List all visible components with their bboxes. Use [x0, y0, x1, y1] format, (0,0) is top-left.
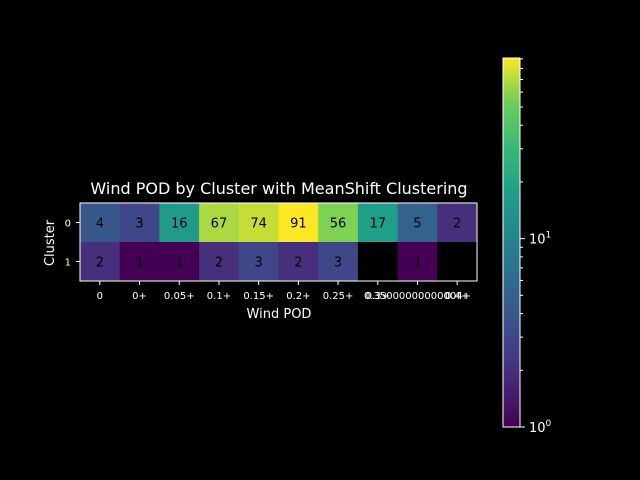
cell-value-label: 17 — [369, 217, 386, 232]
colorbar-gradient — [502, 57, 521, 428]
cell-value-label: 3 — [255, 256, 263, 271]
heatmap-cell — [159, 242, 200, 282]
cell-value-label: 2 — [294, 256, 302, 271]
heatmap-cell — [318, 242, 359, 282]
heatmap-cells: 4 3 16 67 74 91 56 17 5 2 2 1 1 2 3 2 3 1 — [80, 203, 478, 282]
heatmap-cell — [238, 242, 279, 282]
heatmap-cell — [437, 203, 478, 243]
x-tick-label: 0.35000000000004+ — [364, 291, 471, 302]
x-tick-label: 0.2+ — [286, 291, 310, 302]
cell-value-label: 3 — [135, 217, 143, 232]
y-axis-label: Cluster — [43, 219, 58, 266]
heatmap-cell — [119, 203, 160, 243]
x-ticks: 0 0+ 0.05+ 0.1+ 0.15+ 0.2+ 0.25+ 0.3+0.35000000… — [97, 281, 471, 302]
heatmap-cell — [159, 203, 200, 243]
cell-value-label: 2 — [215, 256, 223, 271]
x-axis-label: Wind POD — [247, 307, 312, 322]
y-tick-label: 0 — [65, 219, 71, 230]
cell-value-label: 91 — [290, 217, 307, 232]
heatmap-cell — [357, 203, 399, 243]
cell-value-label: 1 — [175, 256, 183, 271]
heatmap-cell — [199, 203, 240, 243]
x-tick-label: 0.05+ — [164, 291, 195, 302]
colorbar-ticks: 100 101 — [520, 58, 552, 436]
colorbar-tick-label: 101 — [529, 231, 551, 248]
cell-value-label: 16 — [171, 217, 188, 232]
cell-value-label: 1 — [135, 256, 143, 271]
x-tick-label: 0.25+ — [323, 291, 354, 302]
heatmap-cell — [80, 242, 121, 282]
y-ticks: 01 — [65, 219, 80, 269]
heatmap-cell — [278, 242, 319, 282]
heatmap-cell — [437, 242, 478, 282]
x-tick-label: 0.15+ — [243, 291, 274, 302]
heatmap-cell — [80, 203, 121, 243]
cell-value-label: 2 — [96, 256, 104, 271]
x-tick-label: 0 — [97, 291, 103, 302]
y-tick-label: 1 — [65, 258, 71, 269]
heatmap-cell — [397, 242, 438, 282]
cell-value-label: 56 — [330, 217, 347, 232]
heatmap-cell — [397, 203, 438, 243]
cell-value-label: 74 — [250, 217, 267, 232]
cell-value-label: 5 — [413, 217, 421, 232]
x-tick-label: 0+ — [132, 291, 147, 302]
cell-value-label: 2 — [453, 217, 461, 232]
x-tick-label: 0.4+ — [445, 291, 469, 302]
heatmap-cell — [357, 242, 399, 282]
cell-value-label: 4 — [96, 217, 104, 232]
heatmap-cell — [199, 242, 240, 282]
chart-title: Wind POD by Cluster with MeanShift Clust… — [90, 179, 467, 198]
colorbar-tick-label: 100 — [529, 419, 552, 436]
x-tick-label: 0.1+ — [207, 291, 231, 302]
cell-value-label: 1 — [413, 256, 421, 271]
heatmap-cell — [278, 203, 319, 243]
heatmap-cell — [119, 242, 160, 282]
heatmap-cell — [318, 203, 359, 243]
x-tick-label: 0.3+ — [366, 291, 390, 302]
cell-value-label: 3 — [334, 256, 342, 271]
heatmap-cell — [238, 203, 279, 243]
plot-frame — [79, 202, 478, 282]
cell-value-label: 67 — [211, 217, 228, 232]
colorbar: 100 101 — [502, 57, 552, 436]
